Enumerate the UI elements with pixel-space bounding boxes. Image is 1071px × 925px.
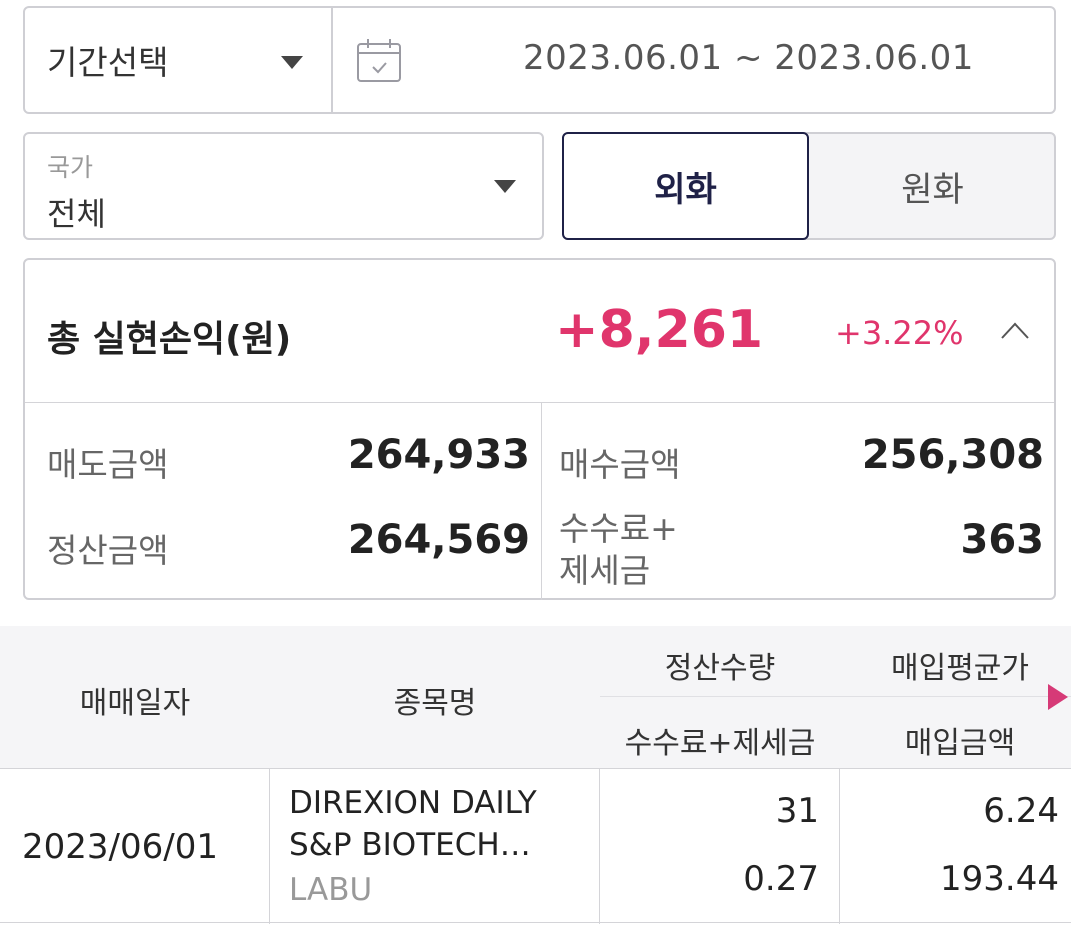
col-stock-name: 종목명 — [393, 686, 477, 721]
summary-divider — [541, 403, 542, 600]
fee-tax-label-line1: 수수료+ — [559, 509, 678, 548]
row-trade-date: 2023/06/01 — [22, 827, 218, 867]
country-caption: 국가 — [47, 153, 94, 182]
settle-amount-value: 264,569 — [347, 517, 530, 563]
date-range-picker[interactable]: 2023.06.01 ~ 2023.06.01 — [333, 8, 1054, 112]
row-ticker: LABU — [289, 872, 373, 908]
period-select-dropdown[interactable]: 기간선택 — [25, 8, 333, 112]
col-trade-date: 매매일자 — [79, 686, 191, 721]
row-stock-name-line1: DIREXION DAILY — [289, 785, 537, 821]
total-pnl-rate: +3.22% — [835, 314, 964, 352]
col-buy-amount: 매입금액 — [904, 726, 1016, 761]
row-fee-tax: 0.27 — [743, 859, 819, 899]
fee-tax-label-line2: 제세금 — [559, 551, 651, 590]
fee-tax-value: 363 — [960, 517, 1045, 563]
buy-amount-label: 매수금액 — [559, 445, 681, 484]
column-divider — [599, 769, 600, 924]
summary-header[interactable]: 총 실현손익(원) +8,261 +3.22% — [25, 260, 1054, 403]
sell-amount-label: 매도금액 — [47, 445, 169, 484]
row-avg-price: 6.24 — [983, 791, 1059, 831]
sell-amount-value: 264,933 — [347, 432, 530, 478]
calendar-icon — [357, 39, 401, 82]
realized-pnl-summary: 총 실현손익(원) +8,261 +3.22% 매도금액 264,933 매수금… — [23, 258, 1056, 600]
period-select-label: 기간선택 — [47, 43, 169, 82]
col-avg-price: 매입평균가 — [891, 651, 1029, 686]
col-fee-tax: 수수료+제세금 — [624, 726, 816, 761]
table-header: 매매일자 종목명 정산수량 매입평균가 수수료+제세금 매입금액 — [0, 626, 1071, 768]
tab-won[interactable]: 원화 — [901, 169, 964, 210]
column-divider — [839, 769, 840, 924]
chevron-up-icon[interactable] — [999, 318, 1031, 342]
summary-title: 총 실현손익(원) — [47, 319, 292, 360]
row-stock-name-line2: S&P BIOTECH… — [289, 827, 531, 863]
row-buy-amount: 193.44 — [940, 859, 1059, 899]
row-settle-qty: 31 — [775, 791, 819, 831]
total-pnl-value: +8,261 — [555, 300, 764, 360]
country-value: 전체 — [47, 195, 106, 233]
arrow-right-icon[interactable] — [1048, 684, 1068, 710]
buy-amount-value: 256,308 — [861, 432, 1044, 478]
column-divider — [269, 769, 270, 924]
currency-toggle: 원화 외화 — [562, 132, 1056, 240]
col-settle-qty: 정산수량 — [664, 651, 776, 686]
country-select-dropdown[interactable]: 국가 전체 — [23, 132, 544, 240]
tab-foreign-currency[interactable]: 외화 — [562, 132, 809, 240]
settle-amount-label: 정산금액 — [47, 531, 169, 570]
caret-down-icon — [281, 56, 303, 69]
date-range-text: 2023.06.01 ~ 2023.06.01 — [523, 38, 974, 78]
period-filter: 기간선택 2023.06.01 ~ 2023.06.01 — [23, 6, 1056, 114]
table-row[interactable]: 2023/06/01 DIREXION DAILY S&P BIOTECH… L… — [0, 768, 1071, 924]
caret-down-icon — [494, 180, 516, 193]
header-separator — [600, 696, 1071, 697]
